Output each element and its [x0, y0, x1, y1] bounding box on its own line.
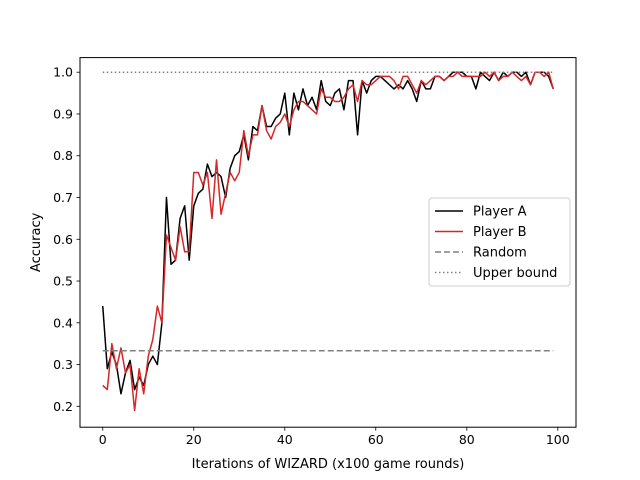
y-axis: 0.2 0.3 0.4 0.5 0.6 0.7 0.8 0.9 1.0 [53, 65, 80, 414]
y-axis-label: Accuracy [29, 212, 44, 272]
y-tick-label: 0.6 [53, 232, 73, 247]
legend-label: Upper bound [473, 266, 557, 281]
x-tick-label: 40 [277, 432, 293, 447]
x-tick-label: 80 [459, 432, 475, 447]
y-tick-label: 0.7 [53, 190, 73, 205]
legend-box [428, 197, 571, 287]
series-line-player-b [102, 71, 554, 412]
y-tick-label: 0.4 [53, 315, 73, 330]
y-tick-label: 0.5 [53, 274, 73, 289]
x-tick-label: 100 [546, 432, 570, 447]
x-axis-label: Iterations of WIZARD (x100 game rounds) [192, 457, 465, 472]
x-tick-label: 0 [99, 432, 107, 447]
x-tick-label: 20 [186, 432, 202, 447]
x-tick-label: 60 [368, 432, 384, 447]
legend-label: Player B [473, 225, 527, 240]
x-axis: 0 20 40 60 80 100 [99, 427, 570, 447]
legend-label: Random [473, 246, 527, 261]
y-tick-label: 0.2 [53, 399, 73, 414]
y-tick-label: 0.9 [53, 106, 73, 121]
y-tick-label: 0.3 [53, 357, 73, 372]
y-tick-label: 1.0 [53, 65, 73, 80]
legend: Player A Player B Random Upper bound [428, 197, 571, 287]
axes-frame [79, 57, 577, 428]
y-tick-label: 0.8 [53, 148, 73, 163]
legend-label: Player A [473, 205, 527, 220]
plot-area [102, 71, 554, 412]
